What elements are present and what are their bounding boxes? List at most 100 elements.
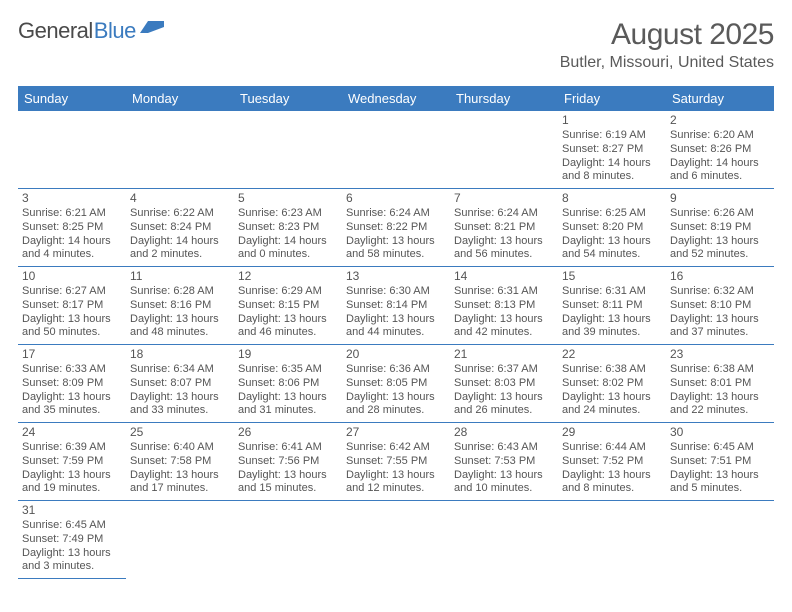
- day-number: 6: [346, 191, 446, 206]
- sunrise-line: Sunrise: 6:37 AM: [454, 363, 554, 377]
- day-number: 29: [562, 425, 662, 440]
- daylight-line: Daylight: 13 hours and 56 minutes.: [454, 235, 554, 263]
- daylight-line: Daylight: 13 hours and 26 minutes.: [454, 391, 554, 419]
- week-row: 31Sunrise: 6:45 AMSunset: 7:49 PMDayligh…: [18, 501, 774, 579]
- sunrise-line: Sunrise: 6:24 AM: [346, 207, 446, 221]
- day-number: 26: [238, 425, 338, 440]
- day-cell: 13Sunrise: 6:30 AMSunset: 8:14 PMDayligh…: [342, 267, 450, 344]
- day-header: Thursday: [450, 86, 558, 111]
- daylight-line: Daylight: 14 hours and 4 minutes.: [22, 235, 122, 263]
- day-header: Tuesday: [234, 86, 342, 111]
- day-number: 1: [562, 113, 662, 128]
- daylight-line: Daylight: 13 hours and 15 minutes.: [238, 469, 338, 497]
- day-cell: 25Sunrise: 6:40 AMSunset: 7:58 PMDayligh…: [126, 423, 234, 500]
- sunrise-line: Sunrise: 6:22 AM: [130, 207, 230, 221]
- day-cell: [450, 501, 558, 579]
- sunrise-line: Sunrise: 6:43 AM: [454, 441, 554, 455]
- day-number: 9: [670, 191, 770, 206]
- sunset-line: Sunset: 8:03 PM: [454, 377, 554, 391]
- sunset-line: Sunset: 8:01 PM: [670, 377, 770, 391]
- day-cell: 22Sunrise: 6:38 AMSunset: 8:02 PMDayligh…: [558, 345, 666, 422]
- day-number: 24: [22, 425, 122, 440]
- sunrise-line: Sunrise: 6:33 AM: [22, 363, 122, 377]
- sunset-line: Sunset: 8:17 PM: [22, 299, 122, 313]
- daylight-line: Daylight: 13 hours and 54 minutes.: [562, 235, 662, 263]
- day-number: 22: [562, 347, 662, 362]
- daylight-line: Daylight: 13 hours and 37 minutes.: [670, 313, 770, 341]
- day-cell: 15Sunrise: 6:31 AMSunset: 8:11 PMDayligh…: [558, 267, 666, 344]
- daylight-line: Daylight: 13 hours and 12 minutes.: [346, 469, 446, 497]
- sunrise-line: Sunrise: 6:26 AM: [670, 207, 770, 221]
- daylight-line: Daylight: 13 hours and 31 minutes.: [238, 391, 338, 419]
- day-cell: 24Sunrise: 6:39 AMSunset: 7:59 PMDayligh…: [18, 423, 126, 500]
- sunset-line: Sunset: 7:49 PM: [22, 533, 122, 547]
- sunset-line: Sunset: 8:19 PM: [670, 221, 770, 235]
- day-cell: [234, 111, 342, 188]
- day-cell: 10Sunrise: 6:27 AMSunset: 8:17 PMDayligh…: [18, 267, 126, 344]
- week-row: 3Sunrise: 6:21 AMSunset: 8:25 PMDaylight…: [18, 189, 774, 267]
- day-cell: [18, 111, 126, 188]
- sunrise-line: Sunrise: 6:34 AM: [130, 363, 230, 377]
- sunset-line: Sunset: 8:21 PM: [454, 221, 554, 235]
- sunrise-line: Sunrise: 6:39 AM: [22, 441, 122, 455]
- daylight-line: Daylight: 14 hours and 8 minutes.: [562, 157, 662, 185]
- sunset-line: Sunset: 7:56 PM: [238, 455, 338, 469]
- sunset-line: Sunset: 8:02 PM: [562, 377, 662, 391]
- day-number: 19: [238, 347, 338, 362]
- day-cell: 23Sunrise: 6:38 AMSunset: 8:01 PMDayligh…: [666, 345, 774, 422]
- daylight-line: Daylight: 13 hours and 19 minutes.: [22, 469, 122, 497]
- sunrise-line: Sunrise: 6:32 AM: [670, 285, 770, 299]
- sunset-line: Sunset: 8:07 PM: [130, 377, 230, 391]
- day-cell: 8Sunrise: 6:25 AMSunset: 8:20 PMDaylight…: [558, 189, 666, 266]
- location: Butler, Missouri, United States: [560, 54, 774, 72]
- sunset-line: Sunset: 7:51 PM: [670, 455, 770, 469]
- sunset-line: Sunset: 7:59 PM: [22, 455, 122, 469]
- sunset-line: Sunset: 8:22 PM: [346, 221, 446, 235]
- day-cell: 31Sunrise: 6:45 AMSunset: 7:49 PMDayligh…: [18, 501, 126, 579]
- sunset-line: Sunset: 7:58 PM: [130, 455, 230, 469]
- sunrise-line: Sunrise: 6:27 AM: [22, 285, 122, 299]
- sunrise-line: Sunrise: 6:38 AM: [562, 363, 662, 377]
- sunrise-line: Sunrise: 6:38 AM: [670, 363, 770, 377]
- daylight-line: Daylight: 14 hours and 0 minutes.: [238, 235, 338, 263]
- day-cell: 6Sunrise: 6:24 AMSunset: 8:22 PMDaylight…: [342, 189, 450, 266]
- day-cell: [234, 501, 342, 579]
- daylight-line: Daylight: 13 hours and 50 minutes.: [22, 313, 122, 341]
- sunrise-line: Sunrise: 6:30 AM: [346, 285, 446, 299]
- day-cell: 19Sunrise: 6:35 AMSunset: 8:06 PMDayligh…: [234, 345, 342, 422]
- daylight-line: Daylight: 13 hours and 48 minutes.: [130, 313, 230, 341]
- day-number: 18: [130, 347, 230, 362]
- logo-flag-icon: [140, 19, 166, 37]
- month-title: August 2025: [560, 18, 774, 52]
- sunset-line: Sunset: 7:53 PM: [454, 455, 554, 469]
- sunset-line: Sunset: 7:52 PM: [562, 455, 662, 469]
- daylight-line: Daylight: 13 hours and 52 minutes.: [670, 235, 770, 263]
- day-cell: 14Sunrise: 6:31 AMSunset: 8:13 PMDayligh…: [450, 267, 558, 344]
- day-cell: [666, 501, 774, 579]
- day-cell: 12Sunrise: 6:29 AMSunset: 8:15 PMDayligh…: [234, 267, 342, 344]
- day-cell: [342, 111, 450, 188]
- sunset-line: Sunset: 8:20 PM: [562, 221, 662, 235]
- sunset-line: Sunset: 8:13 PM: [454, 299, 554, 313]
- day-cell: 1Sunrise: 6:19 AMSunset: 8:27 PMDaylight…: [558, 111, 666, 188]
- day-cell: 3Sunrise: 6:21 AMSunset: 8:25 PMDaylight…: [18, 189, 126, 266]
- sunrise-line: Sunrise: 6:41 AM: [238, 441, 338, 455]
- day-cell: 11Sunrise: 6:28 AMSunset: 8:16 PMDayligh…: [126, 267, 234, 344]
- sunset-line: Sunset: 8:15 PM: [238, 299, 338, 313]
- sunset-line: Sunset: 8:24 PM: [130, 221, 230, 235]
- sunset-line: Sunset: 8:06 PM: [238, 377, 338, 391]
- day-number: 21: [454, 347, 554, 362]
- logo-name: General: [18, 18, 93, 44]
- daylight-line: Daylight: 13 hours and 3 minutes.: [22, 547, 122, 575]
- daylight-line: Daylight: 13 hours and 8 minutes.: [562, 469, 662, 497]
- day-cell: 26Sunrise: 6:41 AMSunset: 7:56 PMDayligh…: [234, 423, 342, 500]
- sunrise-line: Sunrise: 6:21 AM: [22, 207, 122, 221]
- sunset-line: Sunset: 8:14 PM: [346, 299, 446, 313]
- daylight-line: Daylight: 13 hours and 28 minutes.: [346, 391, 446, 419]
- day-number: 5: [238, 191, 338, 206]
- week-row: 24Sunrise: 6:39 AMSunset: 7:59 PMDayligh…: [18, 423, 774, 501]
- day-header: Friday: [558, 86, 666, 111]
- day-header: Saturday: [666, 86, 774, 111]
- sunrise-line: Sunrise: 6:31 AM: [562, 285, 662, 299]
- day-cell: 5Sunrise: 6:23 AMSunset: 8:23 PMDaylight…: [234, 189, 342, 266]
